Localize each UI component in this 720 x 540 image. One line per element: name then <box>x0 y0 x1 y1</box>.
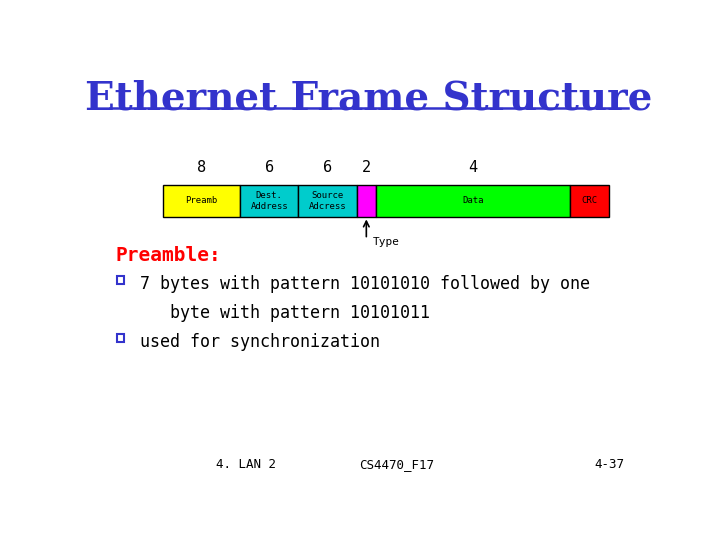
Text: Preamb: Preamb <box>185 197 217 206</box>
Text: CRC: CRC <box>582 197 598 206</box>
Bar <box>117 275 124 284</box>
Text: Type: Type <box>373 238 400 247</box>
Text: 4. LAN 2: 4. LAN 2 <box>216 458 276 471</box>
Bar <box>356 185 376 217</box>
Text: Data: Data <box>462 197 484 206</box>
Text: Dest.
Address: Dest. Address <box>251 191 288 211</box>
Text: 6: 6 <box>323 160 332 175</box>
Bar <box>298 185 356 217</box>
Bar <box>376 185 570 217</box>
Bar <box>163 185 240 217</box>
Text: Source
Adcress: Source Adcress <box>309 191 346 211</box>
Text: 2: 2 <box>361 160 371 175</box>
Text: Ethernet Frame Structure: Ethernet Frame Structure <box>85 79 653 117</box>
Text: 4: 4 <box>469 160 477 175</box>
Text: Preamble:: Preamble: <box>115 246 221 265</box>
Text: used for synchronization: used for synchronization <box>140 333 380 351</box>
Text: byte with pattern 10101011: byte with pattern 10101011 <box>140 304 431 322</box>
Text: CS4470_F17: CS4470_F17 <box>359 458 434 471</box>
Text: 7 bytes with pattern 10101010 followed by one: 7 bytes with pattern 10101010 followed b… <box>140 275 590 293</box>
Text: 4-37: 4-37 <box>594 458 624 471</box>
Bar <box>570 185 609 217</box>
Text: 6: 6 <box>265 160 274 175</box>
Text: 8: 8 <box>197 160 206 175</box>
Bar <box>117 334 124 342</box>
Bar <box>240 185 298 217</box>
